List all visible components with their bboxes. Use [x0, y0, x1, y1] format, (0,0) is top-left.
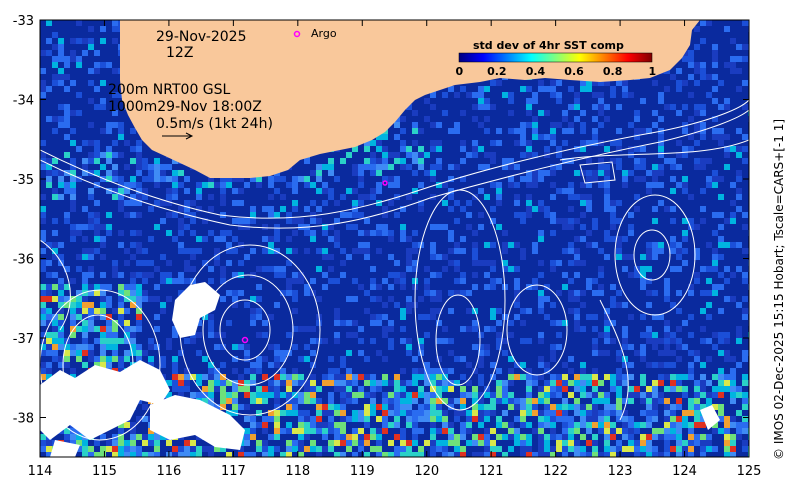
x-tick-label: 119: [350, 464, 375, 479]
colorbar-tick-label: 0.2: [487, 65, 507, 78]
vector-scale-label: 0.5m/s (1kt 24h): [156, 116, 273, 132]
colorbar-tick-label: 0: [455, 65, 464, 78]
x-tick-label: 118: [285, 464, 310, 479]
argo-markers: [241, 30, 388, 344]
vector-scale-arrow: [162, 132, 194, 140]
y-tick-label: -33: [13, 14, 34, 29]
argo-float-marker: [241, 336, 249, 344]
x-tick-label: 123: [608, 464, 633, 479]
depth-line-2: 1000m29-Nov 18:00Z: [108, 99, 262, 115]
colorbar-tick-label: 0.6: [564, 65, 584, 78]
x-tick-label: 117: [221, 464, 246, 479]
date-label: 29-Nov-2025: [156, 29, 247, 45]
ssh-contours: [40, 99, 749, 441]
hour-label: 12Z: [166, 45, 194, 61]
argo-label: Argo: [311, 27, 337, 40]
x-tick-label: 115: [92, 464, 117, 479]
colorbar-tick-label: 1: [648, 65, 657, 78]
colorbar-title: std dev of 4hr SST comp: [473, 39, 624, 52]
plot-frame: [39, 19, 750, 458]
argo-legend-marker: [293, 30, 301, 38]
cloud-mask: [40, 282, 720, 457]
argo-float-marker: [382, 180, 388, 186]
y-tick-label: -36: [13, 253, 34, 268]
credit-text: © IMOS 02-Dec-2025 15:15 Hobart; Tscale=…: [772, 118, 786, 460]
y-axis: -33 -34 -35 -36 -37 -38: [13, 14, 749, 427]
x-tick-label: 114: [28, 464, 53, 479]
colorbar-tick-label: 0.8: [602, 65, 623, 78]
colorbar-tick-label: 0.4: [525, 65, 546, 78]
x-tick-label: 125: [737, 464, 762, 479]
x-axis: 114 115 116 117 118 119 120 121 122 123 124 125: [28, 20, 762, 479]
x-tick-label: 122: [543, 464, 568, 479]
x-tick-label: 120: [414, 464, 439, 479]
y-tick-label: -38: [13, 412, 34, 427]
y-tick-label: -34: [13, 94, 34, 109]
y-tick-label: -35: [13, 173, 34, 188]
x-tick-label: 124: [672, 464, 697, 479]
depth-line-1: 200m NRT00 GSL: [108, 82, 231, 98]
colorbar: [458, 52, 653, 63]
y-tick-label: -37: [13, 332, 34, 347]
x-tick-label: 121: [479, 464, 504, 479]
x-tick-label: 116: [156, 464, 181, 479]
